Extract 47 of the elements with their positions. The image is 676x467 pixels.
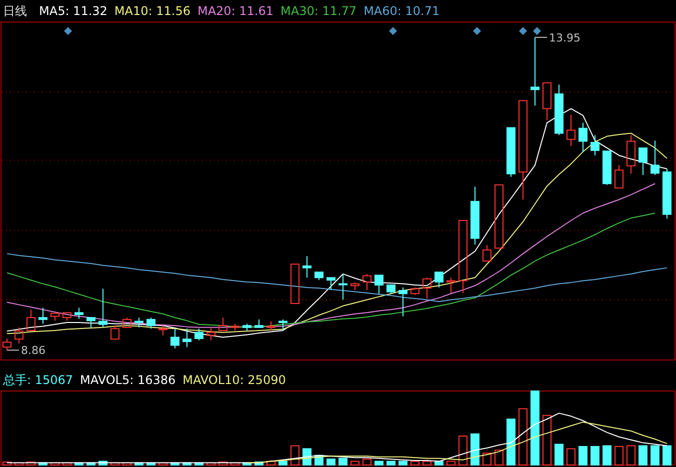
bar	[458, 436, 468, 466]
bar	[26, 462, 36, 466]
annotation: 8.86	[6, 344, 46, 358]
bar	[398, 460, 408, 466]
bar	[362, 458, 372, 466]
text: 总手: 15067	[2, 373, 74, 387]
bar	[650, 445, 660, 466]
bar	[662, 445, 672, 466]
text: MA5: 11.32	[39, 4, 108, 18]
bar	[278, 460, 288, 466]
bar	[494, 450, 504, 466]
bar	[410, 460, 420, 466]
bar	[638, 445, 648, 466]
bar	[578, 446, 588, 466]
bar	[602, 445, 612, 466]
bar	[350, 460, 360, 466]
bar	[530, 390, 540, 466]
annotation: 13.95	[548, 31, 580, 44]
text: MA30: 11.77	[280, 4, 357, 18]
text: MAVOL10: 25090	[182, 373, 286, 387]
bar	[386, 460, 396, 466]
bar	[566, 448, 576, 466]
bar	[2, 462, 12, 466]
text: MA20: 11.61	[197, 4, 274, 18]
bar	[542, 414, 552, 466]
bar	[218, 462, 228, 466]
annotation: 13.95	[534, 31, 580, 44]
bar	[338, 458, 348, 466]
annotation: 8.86	[20, 344, 46, 358]
bar	[326, 458, 336, 466]
bar	[266, 460, 276, 466]
text: MAVOL5: 16386	[80, 373, 176, 387]
bar	[590, 446, 600, 466]
bar	[482, 452, 492, 466]
bar	[422, 460, 432, 466]
bar	[506, 418, 516, 466]
bar	[446, 460, 456, 466]
bar	[470, 433, 480, 466]
bar	[518, 408, 528, 466]
bar	[554, 444, 564, 466]
text: MA60: 10.71	[364, 4, 440, 18]
chart-title: 日线	[3, 4, 27, 18]
bar	[626, 445, 636, 466]
text: MA10: 11.56	[114, 4, 190, 18]
bar	[290, 445, 300, 466]
bar	[374, 460, 384, 466]
bar	[614, 446, 624, 466]
